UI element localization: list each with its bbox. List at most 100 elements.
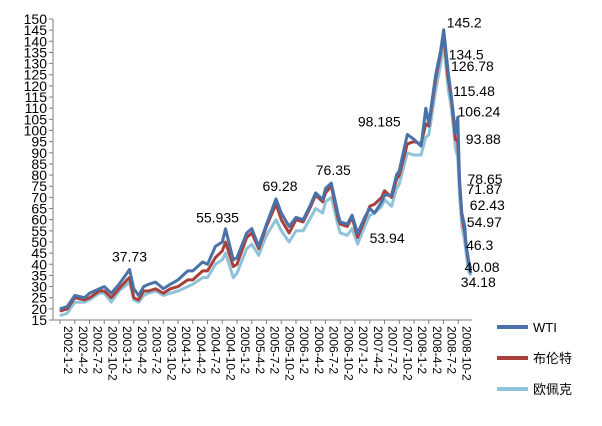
series-2-point — [177, 290, 179, 292]
series-0-point — [288, 225, 290, 227]
y-tick-label: 65 — [31, 201, 47, 217]
series-0-point — [324, 187, 327, 190]
annotation-label: 40.08 — [465, 259, 500, 275]
series-0-point — [465, 245, 467, 247]
x-tick-label: 2007-10-2 — [400, 326, 414, 381]
series-0-point — [177, 279, 179, 281]
series-1-point — [346, 225, 348, 227]
series-2-point — [470, 274, 472, 276]
series-0-point — [391, 194, 393, 196]
data-annotations: 37.73 55.935 69.28 76.35 53.94 98.185 145.2 134… — [112, 15, 505, 291]
series-1-point — [280, 219, 282, 221]
series-0-point — [374, 212, 376, 214]
series-2-point — [202, 277, 204, 279]
series-1-point — [147, 290, 150, 292]
series-1-point — [224, 241, 227, 243]
x-tick-label: 2008-10-2 — [459, 326, 473, 381]
y-tick-label: 45 — [31, 245, 47, 261]
y-tick-label: 50 — [31, 234, 47, 250]
series-0-point — [84, 297, 86, 299]
series-0-point — [470, 272, 472, 274]
series-2-point — [126, 283, 128, 285]
annotation-label: 134.5 — [449, 47, 484, 63]
series-0-point — [88, 292, 91, 294]
x-tick-label: 2006-4-2 — [312, 326, 326, 374]
series-2-point — [357, 243, 359, 245]
series-0-point — [395, 174, 398, 176]
annotation-label: 93.88 — [466, 131, 501, 147]
y-tick-label: 110 — [25, 100, 48, 116]
series-0-point — [206, 263, 209, 265]
series-2-point — [224, 252, 227, 254]
annotation-label: 78.65 — [468, 171, 503, 187]
series-0-point — [295, 216, 297, 218]
series-0-point — [315, 192, 317, 194]
series-0-point — [147, 283, 150, 285]
series-0-point — [383, 194, 386, 196]
series-2-point — [246, 248, 248, 250]
x-tick-label: 2008-7-2 — [445, 326, 459, 374]
series-1-point — [187, 279, 189, 281]
series-0-point — [74, 294, 76, 297]
annotation-label: 53.94 — [370, 230, 405, 246]
series-0-point — [302, 219, 304, 221]
annotation-label: 34.18 — [461, 274, 496, 290]
series-0-point — [275, 198, 277, 200]
series-2-point — [310, 216, 312, 218]
annotation-label: 46.3 — [466, 237, 493, 253]
y-tick-label: 115 — [25, 89, 48, 105]
series-2-point — [406, 152, 408, 154]
annotation-label: 115.48 — [453, 83, 495, 99]
annotation-label: 54.97 — [467, 214, 502, 230]
series-1-point — [357, 236, 359, 239]
series-2-point — [425, 136, 427, 138]
series-2-point — [461, 225, 463, 227]
y-tick-label: 100 — [24, 122, 48, 138]
series-2-point — [138, 301, 140, 303]
series-2-point — [391, 205, 393, 207]
series-1-point — [236, 263, 238, 265]
series-1-point — [221, 250, 223, 252]
series-2-point — [295, 230, 297, 232]
series-1-point — [88, 297, 91, 299]
series-2-point — [221, 259, 223, 261]
series-1-point — [98, 290, 100, 292]
x-tick-label: 2002-7-2 — [91, 326, 105, 374]
annotation-label: 62.43 — [470, 197, 505, 213]
series-1-point — [202, 270, 204, 272]
x-tick-label: 2006-7-2 — [327, 326, 341, 374]
series-2-point — [192, 283, 194, 285]
y-tick-label: 105 — [24, 111, 48, 127]
series-2-point — [346, 234, 348, 236]
series-0-point — [435, 74, 437, 76]
series-2-point — [155, 290, 157, 292]
y-tick-label: 35 — [31, 267, 47, 283]
legend-label: WTI — [533, 320, 557, 335]
x-tick-label: 2005-10-2 — [282, 326, 296, 381]
series-2-point — [206, 277, 209, 279]
y-tick-label: 30 — [31, 279, 47, 295]
series-0-point — [467, 259, 470, 261]
series-1-point — [84, 299, 86, 301]
x-tick-label: 2005-7-2 — [268, 326, 282, 374]
series-0-point — [265, 223, 268, 225]
y-tick-label: 25 — [31, 290, 47, 306]
series-0-point — [454, 132, 457, 134]
series-2-point — [110, 301, 112, 303]
x-tick-label: 2005-1-2 — [238, 326, 252, 374]
series-1-point — [369, 205, 371, 207]
series-1-point — [169, 288, 171, 290]
series-0-point — [187, 270, 189, 272]
series-0-point — [59, 308, 61, 310]
series-2-point — [322, 212, 324, 214]
series-1-point — [425, 123, 427, 125]
x-tick-label: 2004-4-2 — [194, 326, 208, 374]
series-1-point — [59, 310, 61, 312]
series-2-point — [232, 277, 234, 279]
series-0-point — [339, 221, 341, 223]
series-2-point — [413, 154, 415, 156]
series-0-point — [428, 123, 430, 125]
x-tick-label: 2004-1-2 — [179, 326, 193, 374]
